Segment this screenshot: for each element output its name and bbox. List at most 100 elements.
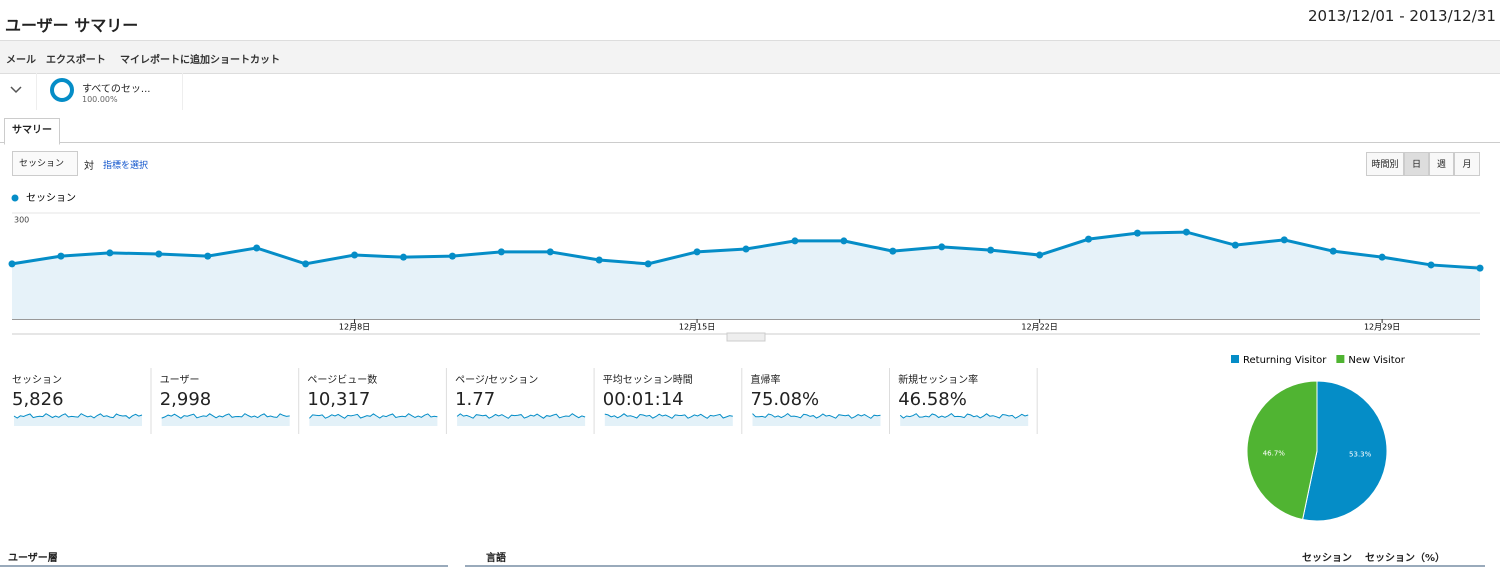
point [302, 260, 310, 268]
point [987, 246, 995, 254]
area [12, 232, 1480, 319]
metric-value: 5,826 [12, 389, 64, 410]
sparkline [456, 413, 586, 419]
point [742, 245, 750, 253]
point [1182, 228, 1190, 236]
x-tick-label: 12月15日 [679, 323, 715, 332]
point [938, 243, 946, 251]
point [1036, 251, 1044, 259]
tab[interactable]: サマリー [4, 118, 60, 145]
point [106, 249, 114, 257]
point [791, 237, 799, 245]
point [8, 260, 16, 268]
toolbar-item[interactable]: エクスポート [46, 55, 106, 66]
section-title: 言語 [486, 553, 506, 564]
chevron[interactable] [10, 86, 22, 94]
chart-toggle [726, 332, 766, 342]
granularity-button[interactable]: 時間別 [1366, 152, 1404, 176]
sparkline [161, 413, 290, 419]
x-tick-label: 12月8日 [339, 323, 370, 332]
granularity-button[interactable]: 週 [1429, 152, 1454, 176]
slice-label: 46.7% [1263, 449, 1286, 457]
point [1378, 253, 1386, 261]
toolbar-item[interactable]: メール [6, 55, 36, 66]
metric-value: 1.77 [455, 389, 496, 410]
select-metric[interactable]: 指標を選択 [103, 161, 149, 171]
legend-label: New Visitor [1348, 355, 1405, 366]
metric-value: 2,998 [159, 389, 212, 410]
point [448, 252, 456, 260]
date-range[interactable]: 2013/12/01 - 2013/12/31 [1308, 7, 1496, 25]
metric-dropdown[interactable]: セッション [12, 151, 78, 176]
sparkline-area [161, 413, 290, 426]
sparkline [604, 413, 733, 419]
point [1427, 261, 1435, 269]
sparkline [752, 412, 881, 419]
point [351, 251, 359, 259]
point [1085, 235, 1093, 243]
point [644, 260, 652, 268]
pie-slice [1246, 380, 1318, 521]
point [1476, 264, 1484, 272]
point [1133, 229, 1141, 237]
column-header: セッション（%） [1365, 553, 1446, 564]
point [1231, 241, 1239, 249]
point [57, 252, 65, 260]
legend-label: セッション [26, 192, 76, 204]
legend-marker [1336, 355, 1345, 363]
point [1280, 236, 1288, 244]
sparkline-area [900, 413, 1029, 426]
toolbar-item[interactable]: ショートカット [210, 55, 280, 66]
section-rule [0, 565, 448, 567]
legend-marker [1231, 355, 1239, 363]
toolbar-item[interactable]: マイレポートに追加 [120, 55, 210, 66]
x-tick-label: 12月29日 [1364, 323, 1400, 332]
metric-label: ユーザー [159, 375, 200, 386]
segment-donut [50, 78, 74, 102]
point [1329, 247, 1337, 255]
slice-label: 53.3% [1349, 451, 1372, 459]
y-tick-label: 300 [14, 216, 29, 225]
toolbar [0, 40, 1500, 74]
point [204, 252, 212, 260]
column-header: セッション [1302, 553, 1352, 564]
pie-slice [1301, 380, 1388, 522]
sparkline [309, 413, 438, 419]
segment-box[interactable] [36, 73, 183, 110]
sparkline-area [752, 413, 881, 426]
segment-name: すべてのセッ... [82, 84, 151, 95]
section-rule [465, 565, 1485, 567]
segment-icons [10, 78, 74, 102]
metric-label: ページ/セッション [455, 375, 539, 386]
granularity-button[interactable]: 月 [1454, 152, 1480, 176]
point [497, 248, 505, 256]
sparkline-area [457, 413, 586, 426]
metric-label: 新規セッション率 [898, 375, 979, 386]
metric-value: 75.08% [750, 389, 820, 410]
point [253, 244, 261, 252]
point [595, 256, 603, 264]
metric-label: セッション [12, 375, 62, 386]
point [155, 250, 163, 258]
metric-label: 直帰率 [750, 375, 781, 386]
point [889, 247, 897, 255]
sparkline-area [604, 413, 733, 426]
sparkline [13, 413, 143, 419]
legend-label: Returning Visitor [1243, 355, 1327, 366]
point [546, 248, 554, 256]
metric-label: 平均セッション時間 [602, 375, 693, 386]
vs-label: 対 [84, 161, 94, 172]
x-tick-label: 12月22日 [1021, 323, 1057, 332]
metric-label: ページビュー数 [307, 375, 378, 386]
metric-value: 10,317 [307, 389, 371, 410]
segment-percent: 100.00% [82, 95, 118, 104]
metric-value: 46.58% [898, 389, 967, 410]
granularity-button[interactable]: 日 [1404, 152, 1429, 176]
sparkline-area [14, 413, 142, 426]
section-title: ユーザー層 [8, 553, 58, 564]
page-title: ユーザー サマリー [5, 16, 139, 35]
point [693, 248, 701, 256]
point [399, 253, 407, 261]
